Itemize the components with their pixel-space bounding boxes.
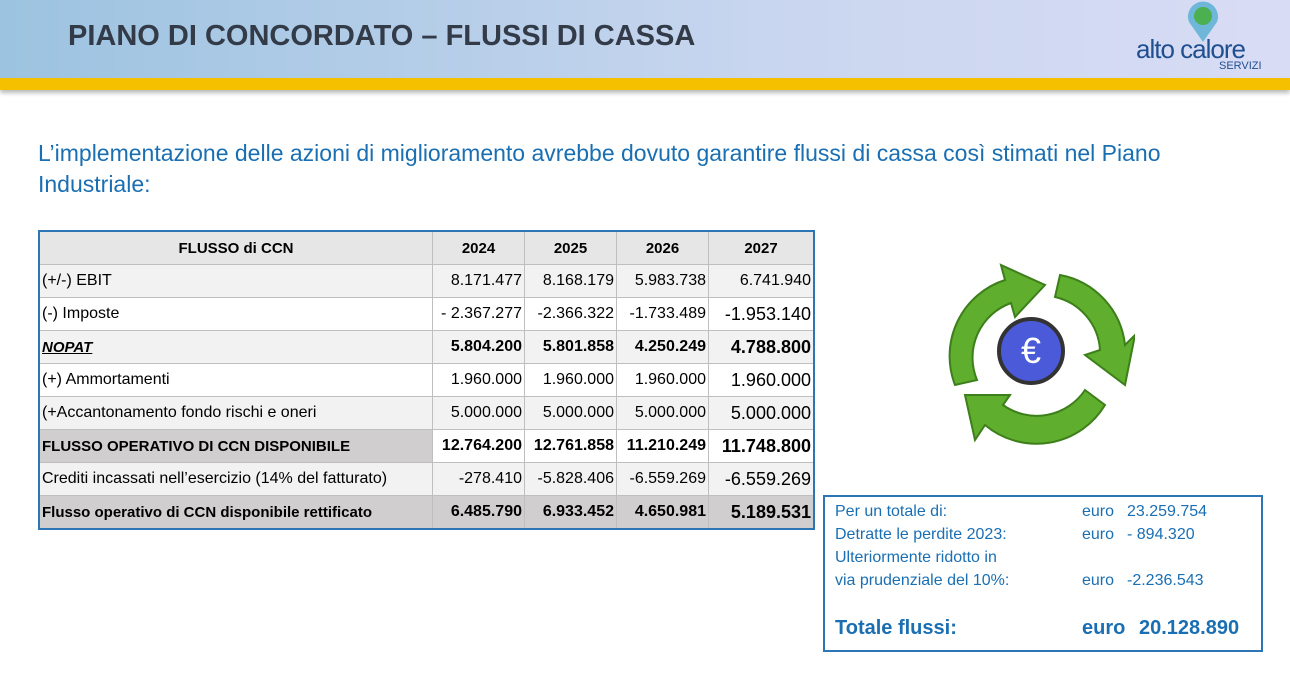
cell-value: 5.000.000 xyxy=(432,396,525,430)
table-row: (-) Imposte - 2.367.277 -2.366.322 -1.733.4… xyxy=(38,297,815,331)
summary-currency: euro xyxy=(1082,503,1115,520)
row-label: Crediti incassati nell’esercizio (14% de… xyxy=(38,462,433,496)
cell-value: 4.650.981 xyxy=(616,495,709,530)
cash-flow-table: FLUSSO di CCN 2024 2025 2026 2027 (+/-) EBIT 8… xyxy=(38,230,815,530)
cell-value: 4.250.249 xyxy=(616,330,709,364)
header-rule xyxy=(0,78,1290,90)
column-header: 2025 xyxy=(524,230,617,265)
cell-value: 6.485.790 xyxy=(432,495,525,530)
header-band xyxy=(0,0,1290,78)
svg-text:€: € xyxy=(1021,330,1041,371)
cell-value: -2.366.322 xyxy=(524,297,617,331)
cell-value: 5.983.738 xyxy=(616,264,709,298)
summary-currency: euro xyxy=(1082,526,1115,543)
summary-box: Per un totale di: euro 23.259.754 Detratte … xyxy=(823,495,1263,652)
logo: alto calore xyxy=(1136,34,1246,64)
cell-value: -1.733.489 xyxy=(616,297,709,331)
logo-sub: SERVIZI xyxy=(1219,60,1262,72)
summary-label: Ulteriormente ridotto in xyxy=(835,549,997,566)
summary-amount: -2.236.543 xyxy=(1127,572,1204,589)
cell-value: 11.210.249 xyxy=(616,429,709,463)
cell-value: 1.960.000 xyxy=(524,363,617,397)
cell-value: 1.960.000 xyxy=(616,363,709,397)
row-label: NOPAT xyxy=(38,330,433,364)
table-row: FLUSSO OPERATIVO DI CCN DISPONIBILE 12.76… xyxy=(38,429,815,463)
cell-value: 11.748.800 xyxy=(708,429,815,463)
cell-value: 12.764.200 xyxy=(432,429,525,463)
row-label: (+Accantonamento fondo rischi e oneri xyxy=(38,396,433,430)
table-row: Flusso operativo di CCN disponibile rett… xyxy=(38,495,815,530)
summary-label: Per un totale di: xyxy=(835,503,948,520)
cycle-icon: € xyxy=(948,263,1135,445)
cell-value: 1.960.000 xyxy=(432,363,525,397)
cell-value: 6.933.452 xyxy=(524,495,617,530)
cell-value: 8.171.477 xyxy=(432,264,525,298)
row-label: (+/-) EBIT xyxy=(38,264,433,298)
total-label: Totale flussi: xyxy=(835,617,957,639)
table-row: (+/-) EBIT 8.171.477 8.168.179 5.983.738 6.7… xyxy=(38,264,815,298)
cell-value: 5.189.531 xyxy=(708,495,815,530)
intro-text: L’implementazione delle azioni di miglio… xyxy=(38,140,1161,197)
row-label: (+) Ammortamenti xyxy=(38,363,433,397)
cell-value: -6.559.269 xyxy=(708,462,815,496)
cell-value: 5.801.858 xyxy=(524,330,617,364)
column-header: 2027 xyxy=(708,230,815,265)
column-header: 2024 xyxy=(432,230,525,265)
cell-value: 5.000.000 xyxy=(616,396,709,430)
cell-value: 8.168.179 xyxy=(524,264,617,298)
summary-amount: 23.259.754 xyxy=(1127,503,1208,520)
column-header: 2026 xyxy=(616,230,709,265)
total-amount: 20.128.890 xyxy=(1139,617,1240,639)
row-label: (-) Imposte xyxy=(38,297,433,331)
summary-currency: euro xyxy=(1082,572,1115,589)
cell-value: 4.788.800 xyxy=(708,330,815,364)
cell-value: -6.559.269 xyxy=(616,462,709,496)
logo-pin xyxy=(1188,1,1218,43)
cell-value: 5.000.000 xyxy=(708,396,815,430)
column-header: FLUSSO di CCN xyxy=(38,230,433,265)
table-row: (+) Ammortamenti 1.960.000 1.960.000 1.960.… xyxy=(38,363,815,397)
summary-amount: - 894.320 xyxy=(1127,526,1195,543)
summary-label: via prudenziale del 10%: xyxy=(835,572,1010,589)
cell-value: 5.804.200 xyxy=(432,330,525,364)
cell-value: -1.953.140 xyxy=(708,297,815,331)
cell-value: - 2.367.277 xyxy=(432,297,525,331)
total-currency: euro xyxy=(1082,617,1126,639)
summary-label: Detratte le perdite 2023: xyxy=(835,526,1007,543)
cell-value: 6.741.940 xyxy=(708,264,815,298)
row-label: Flusso operativo di CCN disponibile rett… xyxy=(38,495,433,530)
cell-value: 1.960.000 xyxy=(708,363,815,397)
cell-value: -5.828.406 xyxy=(524,462,617,496)
row-label: FLUSSO OPERATIVO DI CCN DISPONIBILE xyxy=(38,429,433,463)
cell-value: -278.410 xyxy=(432,462,525,496)
cell-value: 5.000.000 xyxy=(524,396,617,430)
table-row: NOPAT 5.804.200 5.801.858 4.250.249 4.788.80… xyxy=(38,330,815,364)
table-row: (+Accantonamento fondo rischi e oneri 5.0… xyxy=(38,396,815,430)
table-row: Crediti incassati nell’esercizio (14% de… xyxy=(38,462,815,496)
cell-value: 12.761.858 xyxy=(524,429,617,463)
header-row: FLUSSO di CCN 2024 2025 2026 2027 xyxy=(38,230,815,265)
slide-title: PIANO DI CONCORDATO – FLUSSI DI CASSA xyxy=(68,20,696,52)
